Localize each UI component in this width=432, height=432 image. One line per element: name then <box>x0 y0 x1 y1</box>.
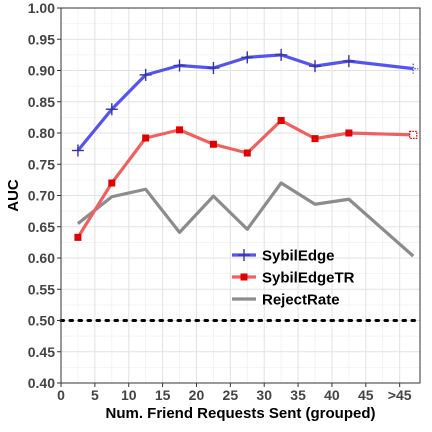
sybiledge-point <box>342 55 355 68</box>
legend-marker-sybiledgetr <box>240 273 248 281</box>
y-tick-label: 0.40 <box>28 375 55 391</box>
y-tick-label: 1.00 <box>28 0 55 16</box>
sybiledgetr-point <box>409 130 418 140</box>
sybiledgetr-point <box>345 129 353 137</box>
y-tick-label: 0.85 <box>28 94 55 110</box>
y-tick-label: 0.80 <box>28 125 55 141</box>
y-tick-label: 0.75 <box>28 156 55 172</box>
sybiledgetr-point <box>176 126 184 134</box>
x-tick-label: 35 <box>290 387 306 403</box>
sybiledge-point <box>207 62 220 74</box>
x-tick-label: 30 <box>256 387 272 403</box>
sybiledge-point <box>105 103 118 116</box>
y-tick-label: 0.50 <box>28 313 55 329</box>
sybiledge-point <box>275 48 288 61</box>
y-tick-label: 0.95 <box>28 31 55 47</box>
sybiledge-point <box>309 60 322 73</box>
x-tick-label: 10 <box>121 387 137 403</box>
sybiledge-point <box>71 144 84 157</box>
x-tick-label: >45 <box>388 387 412 403</box>
x-tick-label: 15 <box>155 387 171 403</box>
y-tick-label: 0.55 <box>28 281 55 297</box>
x-axis-ticks: 0 5 10 15 20 25 30 35 40 45 >45 <box>57 383 412 403</box>
sybiledge-point <box>241 51 254 64</box>
series-group <box>71 48 419 258</box>
x-tick-label: 25 <box>223 387 239 403</box>
y-tick-label: 0.60 <box>28 250 55 266</box>
x-tick-label: 0 <box>57 387 65 403</box>
x-tick-label: 45 <box>358 387 374 403</box>
sybiledge-point <box>173 59 186 72</box>
legend-label-sybiledgetr: SybilEdgeTR <box>262 270 355 287</box>
y-tick-label: 0.90 <box>28 63 55 79</box>
legend-label-rejectrate: RejectRate <box>262 292 340 309</box>
x-axis-title: Num. Friend Requests Sent (grouped) <box>105 405 375 422</box>
sybiledgetr-point <box>243 149 251 157</box>
sybiledgetr-point <box>74 233 82 241</box>
sybiledgetr-point <box>142 134 150 142</box>
x-tick-label: 40 <box>324 387 340 403</box>
legend-label-sybiledge: SybilEdge <box>262 248 335 265</box>
sybiledgetr-point <box>209 140 217 148</box>
rejectrate-line <box>76 181 415 258</box>
sybiledgetr-point <box>108 179 116 187</box>
y-tick-label: 0.70 <box>28 188 55 204</box>
x-tick-label: 20 <box>189 387 205 403</box>
legend: SybilEdge SybilEdgeTR RejectRate <box>232 248 355 309</box>
x-tick-label: 5 <box>91 387 99 403</box>
y-axis-title: AUC <box>5 179 22 212</box>
y-tick-label: 0.45 <box>28 344 55 360</box>
sybiledge-point <box>139 68 152 81</box>
y-tick-label: 0.65 <box>28 219 55 235</box>
sybiledgetr-line <box>76 118 414 239</box>
y-axis-ticks: 0.40 0.45 0.50 0.55 0.60 0.65 0.70 0.75 0.80 0.85… <box>28 0 61 391</box>
sybiledgetr-point <box>311 135 319 143</box>
sybiledgetr-point <box>277 117 285 124</box>
sybiledge-line <box>76 53 414 152</box>
